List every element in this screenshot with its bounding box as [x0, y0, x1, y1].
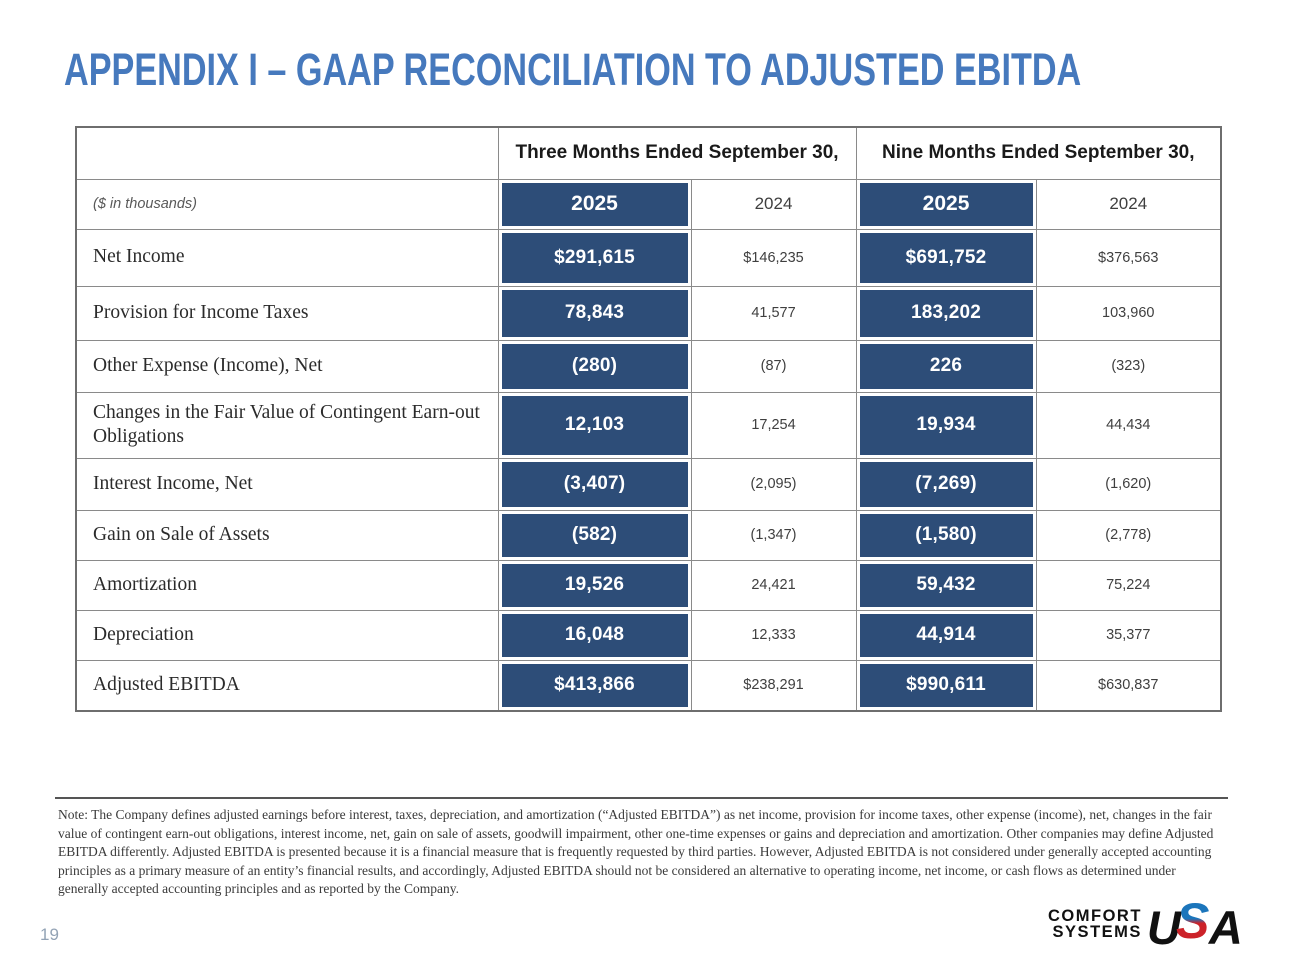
comfort-systems-usa-logo: COMFORT SYSTEMS U S A	[1048, 892, 1243, 954]
value-cell-2025: 16,048	[497, 609, 692, 661]
logo-wordmark: COMFORT SYSTEMS	[1048, 901, 1142, 940]
value-cell-2025: $291,615	[497, 228, 692, 287]
value-cell-2024: $376,563	[1035, 228, 1222, 287]
value-cell-2024: (323)	[1035, 339, 1222, 393]
table-body: Net Income $291,615 $146,235 $691,752 $376,5…	[75, 228, 1222, 712]
value-cell-2024: 35,377	[1035, 609, 1222, 661]
value-cell-2025: $691,752	[855, 228, 1037, 287]
row-label: Provision for Income Taxes	[75, 285, 499, 341]
note-divider	[55, 797, 1228, 799]
value-cell-2024: (87)	[690, 339, 857, 393]
value-cell-2025: 78,843	[497, 285, 692, 341]
row-label: Adjusted EBITDA	[75, 659, 499, 712]
value-cell-2024: 103,960	[1035, 285, 1222, 341]
table-row: Net Income $291,615 $146,235 $691,752 $376,5…	[75, 228, 1222, 287]
year-header-2024: 2024	[690, 178, 857, 230]
table-row: Changes in the Fair Value of Contingent …	[75, 391, 1222, 459]
value-cell-2024: 44,434	[1035, 391, 1222, 459]
footnote: Note: The Company defines adjusted earni…	[58, 807, 1214, 896]
row-label: Amortization	[75, 559, 499, 611]
group-header-row: Three Months Ended September 30, Nine Mo…	[75, 126, 1222, 180]
svg-text:S: S	[1176, 896, 1209, 948]
value-cell-2025: 59,432	[855, 559, 1037, 611]
logo-swoosh-s-icon: S	[1176, 893, 1212, 953]
logo-line-systems: SYSTEMS	[1052, 922, 1142, 941]
value-cell-2024: 41,577	[690, 285, 857, 341]
page-number: 19	[40, 925, 59, 944]
value-cell-2025: $990,611	[855, 659, 1037, 712]
table-row: Adjusted EBITDA $413,866 $238,291 $990,611 $…	[75, 659, 1222, 712]
table-row: Gain on Sale of Assets (582) (1,347) (1,580…	[75, 509, 1222, 561]
value-cell-2025: 226	[855, 339, 1037, 393]
value-cell-2024: (1,347)	[690, 509, 857, 561]
table-row: Amortization 19,526 24,421 59,432 75,224	[75, 559, 1222, 611]
value-cell-2025: (3,407)	[497, 457, 692, 511]
value-cell-2025: $413,866	[497, 659, 692, 712]
gaap-reconciliation-table: Three Months Ended September 30, Nine Mo…	[75, 126, 1223, 712]
value-cell-2024: (2,778)	[1035, 509, 1222, 561]
value-cell-2024: 12,333	[690, 609, 857, 661]
row-label: Interest Income, Net	[75, 457, 499, 511]
table-row: Provision for Income Taxes 78,843 41,577 18…	[75, 285, 1222, 341]
value-cell-2025: 19,526	[497, 559, 692, 611]
value-cell-2024: (1,620)	[1035, 457, 1222, 511]
row-label: Changes in the Fair Value of Contingent …	[75, 391, 499, 459]
logo-line-comfort: COMFORT	[1048, 907, 1142, 925]
value-cell-2024: (2,095)	[690, 457, 857, 511]
group-header-three-months: Three Months Ended September 30,	[497, 126, 857, 180]
corner-cell	[75, 126, 499, 180]
value-cell-2025: (7,269)	[855, 457, 1037, 511]
value-cell-2025: (582)	[497, 509, 692, 561]
row-label: Net Income	[75, 228, 499, 287]
logo-usa-u: U	[1146, 901, 1181, 954]
value-cell-2025: 19,934	[855, 391, 1037, 459]
logo-usa-a: A	[1208, 901, 1243, 954]
year-header-2025: 2025	[497, 178, 692, 230]
value-cell-2024: 75,224	[1035, 559, 1222, 611]
row-label: Depreciation	[75, 609, 499, 661]
logo-usa: U S A	[1146, 892, 1243, 954]
unit-label: ($ in thousands)	[75, 178, 499, 230]
value-cell-2024: $238,291	[690, 659, 857, 712]
row-label: Other Expense (Income), Net	[75, 339, 499, 393]
year-header-2024: 2024	[1035, 178, 1222, 230]
value-cell-2025: 12,103	[497, 391, 692, 459]
value-cell-2025: 183,202	[855, 285, 1037, 341]
row-label: Gain on Sale of Assets	[75, 509, 499, 561]
table-row: Other Expense (Income), Net (280) (87) 226(…	[75, 339, 1222, 393]
value-cell-2025: 44,914	[855, 609, 1037, 661]
value-cell-2025: (1,580)	[855, 509, 1037, 561]
table-row: Interest Income, Net (3,407) (2,095) (7,269…	[75, 457, 1222, 511]
page-title: APPENDIX I – GAAP RECONCILIATION TO ADJU…	[64, 44, 1082, 95]
year-header-row: ($ in thousands) 2025 2024 2025 2024	[75, 178, 1222, 230]
value-cell-2024: $630,837	[1035, 659, 1222, 712]
value-cell-2024: 24,421	[690, 559, 857, 611]
year-header-2025: 2025	[855, 178, 1037, 230]
value-cell-2024: 17,254	[690, 391, 857, 459]
value-cell-2025: (280)	[497, 339, 692, 393]
value-cell-2024: $146,235	[690, 228, 857, 287]
table-row: Depreciation 16,048 12,333 44,914 35,377	[75, 609, 1222, 661]
group-header-nine-months: Nine Months Ended September 30,	[855, 126, 1222, 180]
